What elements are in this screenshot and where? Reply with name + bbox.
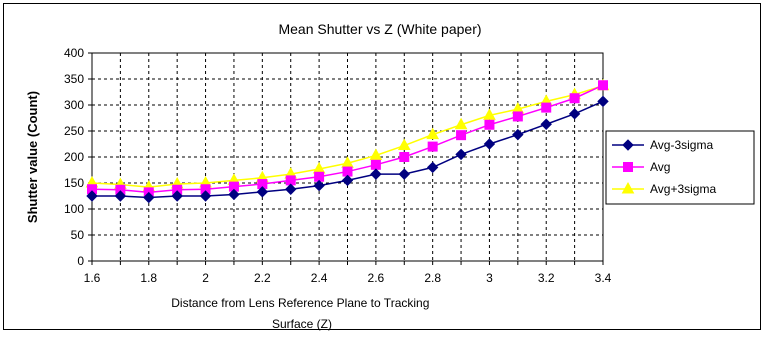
y-tick-label: 50 [71,228,85,242]
x-tick-label: 1.8 [140,271,157,285]
x-tick-label: 2 [202,271,209,285]
data-point [456,130,467,141]
data-point [397,138,411,151]
legend-label: Avg [650,160,670,174]
y-axis-label: Shutter value (Count) [25,91,40,223]
data-point [114,190,127,202]
data-point [512,111,523,122]
legend-label: Avg+3sigma [650,182,716,196]
legend-label: Avg-3sigma [650,138,713,152]
legend-marker [623,162,633,172]
data-point [369,148,383,160]
y-tick-label: 0 [77,254,84,268]
data-point [455,148,467,161]
data-point [171,190,183,202]
series-1 [87,80,608,198]
x-tick-label: 1.6 [84,271,101,285]
y-tick-label: 300 [64,98,84,112]
data-point [483,138,496,150]
series-0 [86,95,609,204]
data-point [426,127,440,140]
x-axis-label-line-2: Surface (Z) [272,317,332,331]
data-point [256,186,269,198]
legend-entry: Avg+3sigma [612,181,716,196]
data-point [313,179,325,192]
data-point [597,95,609,108]
data-point [86,190,98,202]
data-point [370,168,382,180]
y-tick-label: 200 [64,150,84,164]
x-tick-label: 2.8 [424,271,441,285]
data-point [199,190,212,202]
data-point [512,128,524,141]
x-axis-label-line-1: Distance from Lens Reference Plane to Tr… [171,296,429,310]
y-tick-label: 250 [64,124,84,138]
y-tick-label: 150 [64,176,84,190]
x-tick-label: 2.2 [254,271,271,285]
data-point [540,118,552,130]
legend-marker [621,181,635,194]
data-point [483,108,496,120]
data-point [143,191,155,204]
data-point [398,168,410,180]
y-tick-label: 350 [64,72,84,86]
data-point [484,119,495,130]
y-tick-label: 100 [64,202,84,216]
x-tick-label: 3 [486,271,493,285]
data-point [370,159,381,170]
data-point [228,188,240,201]
x-tick-label: 2.6 [368,271,385,285]
legend-entry: Avg [612,160,670,174]
y-tick-label: 400 [64,46,84,60]
legend: Avg-3sigma Avg Avg+3sigma [605,130,755,205]
x-axis-label: Distance from Lens Reference Plane to Tr… [171,296,432,331]
plot-area: 0 50 100 150 200 250 300 350 400 1.6 1.8 2 2.2 2.4 2.6… [64,46,612,285]
data-point [568,108,581,120]
legend-marker [622,139,634,151]
data-point [285,183,297,195]
data-point [569,93,580,104]
data-point [341,174,354,187]
data-point [541,102,552,113]
x-tick-label: 3.4 [595,271,612,285]
legend-entry: Avg-3sigma [612,138,713,152]
data-point [426,161,439,174]
chart-title: Mean Shutter vs Z (White paper) [278,21,481,37]
data-point [454,117,468,130]
data-point [598,80,608,91]
x-tick-label: 2.4 [311,271,328,285]
data-point [427,141,438,152]
data-point [399,152,410,162]
x-tick-label: 3.2 [538,271,555,285]
